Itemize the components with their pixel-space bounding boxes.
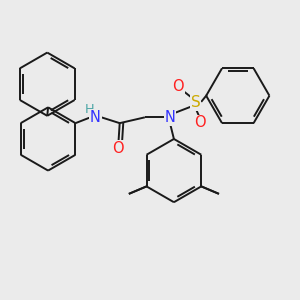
Text: N: N	[90, 110, 101, 125]
Text: S: S	[191, 95, 201, 110]
Text: O: O	[112, 141, 124, 156]
Text: O: O	[194, 115, 206, 130]
Text: O: O	[172, 79, 184, 94]
Text: H: H	[85, 103, 95, 116]
Text: N: N	[165, 110, 176, 125]
